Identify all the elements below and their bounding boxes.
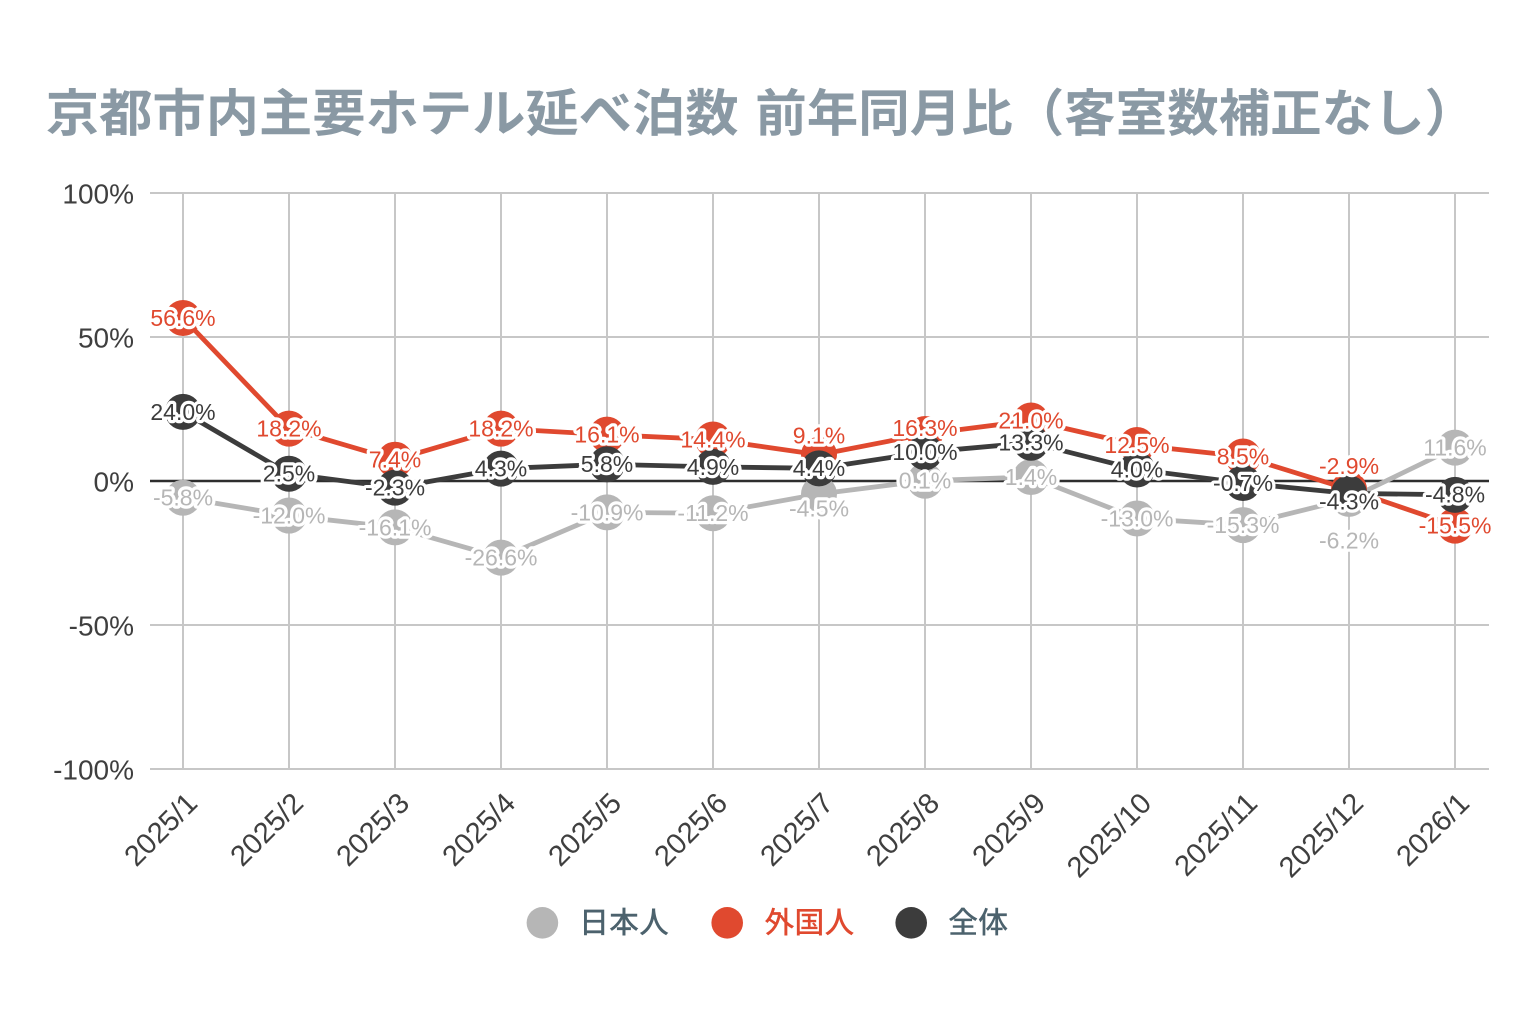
svg-text:9.1%: 9.1%: [793, 423, 845, 449]
svg-text:50%: 50%: [78, 323, 134, 354]
svg-text:4.3%: 4.3%: [475, 456, 527, 482]
svg-text:-6.2%: -6.2%: [1319, 528, 1379, 554]
svg-text:5.8%: 5.8%: [581, 451, 633, 477]
svg-text:4.4%: 4.4%: [793, 455, 845, 481]
svg-text:100%: 100%: [62, 179, 134, 210]
svg-text:10.0%: 10.0%: [892, 439, 957, 465]
svg-text:2.5%: 2.5%: [263, 461, 315, 487]
svg-text:0%: 0%: [94, 467, 134, 498]
svg-text:16.3%: 16.3%: [892, 415, 957, 441]
svg-text:18.2%: 18.2%: [468, 416, 533, 442]
svg-text:-2.9%: -2.9%: [1319, 453, 1379, 479]
svg-text:-5.8%: -5.8%: [153, 485, 213, 511]
svg-text:-0.7%: -0.7%: [1213, 470, 1273, 496]
svg-text:13.3%: 13.3%: [998, 430, 1063, 456]
svg-text:8.5%: 8.5%: [1217, 443, 1269, 469]
svg-text:-26.6%: -26.6%: [465, 545, 538, 571]
svg-text:14.4%: 14.4%: [680, 426, 745, 452]
svg-text:18.2%: 18.2%: [256, 416, 321, 442]
svg-text:1.4%: 1.4%: [1005, 464, 1057, 490]
svg-text:4.0%: 4.0%: [1111, 456, 1163, 482]
svg-text:-15.3%: -15.3%: [1207, 512, 1280, 538]
svg-text:-2.3%: -2.3%: [365, 475, 425, 501]
svg-text:-4.3%: -4.3%: [1319, 488, 1379, 514]
svg-text:-50%: -50%: [69, 611, 134, 642]
svg-text:0.1%: 0.1%: [899, 468, 951, 494]
svg-text:-16.1%: -16.1%: [359, 514, 432, 540]
svg-text:-10.9%: -10.9%: [571, 499, 644, 525]
svg-text:-11.2%: -11.2%: [677, 500, 748, 526]
svg-text:4.9%: 4.9%: [687, 454, 739, 480]
svg-text:-100%: -100%: [53, 755, 134, 786]
svg-text:56.6%: 56.6%: [150, 305, 215, 331]
svg-text:-4.8%: -4.8%: [1425, 482, 1485, 508]
svg-text:11.6%: 11.6%: [1423, 435, 1487, 461]
svg-text:-13.0%: -13.0%: [1101, 505, 1174, 531]
svg-text:-15.5%: -15.5%: [1419, 513, 1492, 539]
svg-text:-4.5%: -4.5%: [789, 495, 849, 521]
svg-text:-12.0%: -12.0%: [253, 503, 326, 529]
svg-text:7.4%: 7.4%: [369, 447, 421, 473]
svg-text:21.0%: 21.0%: [998, 407, 1063, 433]
svg-text:24.0%: 24.0%: [150, 399, 215, 425]
svg-text:12.5%: 12.5%: [1104, 432, 1169, 458]
svg-text:16.1%: 16.1%: [574, 422, 639, 448]
